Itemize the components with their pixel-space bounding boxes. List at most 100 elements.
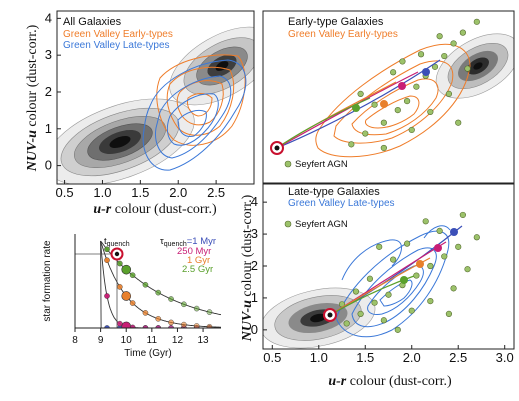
agn-point <box>357 310 364 317</box>
sfr-point <box>117 284 123 290</box>
ytick-label: 3 <box>45 47 52 62</box>
density-contours <box>263 287 376 349</box>
xlabel-bottom-right: u-r colour (dust-corr.) <box>328 374 452 389</box>
axis-ticks-top-left: 0.5 1.0 1.5 2.0 2.5 0 1 2 3 4 <box>45 10 225 200</box>
xlabel-bottom-left: Time (Gyr) <box>124 348 171 359</box>
sfr-point <box>129 272 136 279</box>
agn-point <box>403 98 411 105</box>
ytick-label: 1 <box>251 290 258 305</box>
density-contours <box>435 33 514 99</box>
xlabel-top-left: u-r colour (dust-corr.) <box>93 202 217 217</box>
ytick-label: 2 <box>251 258 258 273</box>
agn-point <box>403 240 411 247</box>
sfr-point <box>168 319 174 326</box>
agn-point <box>450 40 457 47</box>
agn-point <box>427 262 434 270</box>
legend-seyfert-agn: Seyfert AGN <box>295 159 348 170</box>
ytick-label: 2 <box>45 84 52 99</box>
agn-point <box>390 69 397 76</box>
xtick-label: 0.5 <box>56 185 74 200</box>
ytick-label: 1 <box>45 121 52 136</box>
agn-point <box>380 119 387 126</box>
legend-250myr: 250 Myr <box>177 246 211 257</box>
sfr-key-point <box>121 291 132 301</box>
tquench-label: tquench <box>104 236 130 248</box>
ytick-label: 0 <box>251 322 258 337</box>
sfr-point <box>181 301 187 308</box>
sfr-point <box>142 281 149 288</box>
xtick-label: 1.0 <box>93 185 111 200</box>
legend-gv-late: Green Valley Late-types <box>63 40 170 51</box>
legend-seyfert-agn-2: Seyfert AGN <box>295 219 348 230</box>
sfr-point <box>104 246 110 253</box>
sfr-point <box>155 289 162 296</box>
seyfert-agn-points <box>348 18 480 152</box>
agn-point <box>408 307 415 314</box>
agn-point <box>413 83 420 90</box>
agn-point <box>376 243 383 250</box>
quench-tracks <box>329 225 463 316</box>
xtick-label: 2.5 <box>207 185 225 200</box>
sfr-key-point <box>121 264 132 275</box>
agn-point <box>352 288 360 295</box>
agn-point <box>459 211 466 219</box>
legend-1gyr: 1 Gyr <box>187 255 210 266</box>
agn-point <box>436 33 443 40</box>
ytick-label: 0 <box>45 158 52 173</box>
sfr-point <box>206 323 213 328</box>
seyfert-agn-points <box>338 211 480 333</box>
sfr-point <box>104 293 110 299</box>
ytick-label: 4 <box>251 194 258 209</box>
agn-point <box>399 58 406 65</box>
frame-top-left <box>56 10 255 185</box>
xtick-label: 11 <box>147 335 158 346</box>
agn-point <box>431 63 439 70</box>
title-early-type: Early-type Galaxies <box>288 16 384 28</box>
legend-2-5gyr: 2.5 Gyr <box>182 264 213 275</box>
agn-point <box>371 299 378 306</box>
start-marker-dot <box>327 312 333 318</box>
sfr-point <box>117 260 123 267</box>
agn-point <box>394 326 401 333</box>
ylabel-top-left: NUV-u colour (dust-corr.) <box>25 24 40 172</box>
axis-ticks-bottom-right: 0.5 1.0 1.5 2.0 2.5 3.0 0 1 2 3 4 <box>251 194 514 365</box>
agn-point <box>366 275 374 282</box>
agn-legend-marker <box>284 160 292 168</box>
agn-point <box>417 51 425 58</box>
xtick-label: 10 <box>121 335 133 346</box>
early-type-contours <box>315 43 471 158</box>
xtick-label: 2.5 <box>449 350 467 365</box>
agn-point <box>455 119 462 126</box>
agn-point <box>427 108 434 116</box>
sfr-point <box>193 305 200 312</box>
agn-point <box>464 266 471 273</box>
xtick-label: 1.0 <box>310 350 328 365</box>
agn-point <box>427 298 434 305</box>
agn-point <box>445 310 453 317</box>
xtick-label: 1.5 <box>356 350 374 365</box>
agn-point <box>380 317 387 324</box>
sfr-point <box>193 323 200 328</box>
ytick-label: 3 <box>251 226 258 241</box>
agn-legend-marker <box>284 220 292 228</box>
agn-point <box>422 218 429 225</box>
agn-point <box>455 243 462 250</box>
panel-quench-models: 8 9 10 11 12 13 tquench τquench=1 Myr 250 Myr… <box>42 234 221 359</box>
agn-point <box>394 107 401 114</box>
panel-all-galaxies: 0.5 1.0 1.5 2.0 2.5 0 1 2 3 4 All Galaxies Green … <box>25 10 255 217</box>
agn-point <box>445 90 453 97</box>
density-contours <box>57 26 254 184</box>
agn-point <box>473 18 480 25</box>
agn-point <box>450 285 457 292</box>
panel-late-type: 0.5 1.0 1.5 2.0 2.5 3.0 0 1 2 3 4 Late-type Galaxi… <box>240 182 515 389</box>
ylabel-bottom-right: NUV-u colour (dust-corr.) <box>240 194 255 342</box>
agn-point <box>408 126 415 134</box>
agn-point <box>362 130 369 137</box>
xtick-label: 3.0 <box>496 350 514 365</box>
sfr-point <box>104 257 110 264</box>
xtick-label: 2.0 <box>169 185 187 200</box>
agn-point <box>371 101 378 108</box>
legend-gv-early: Green Valley Early-types <box>63 29 173 40</box>
agn-point <box>348 141 355 148</box>
